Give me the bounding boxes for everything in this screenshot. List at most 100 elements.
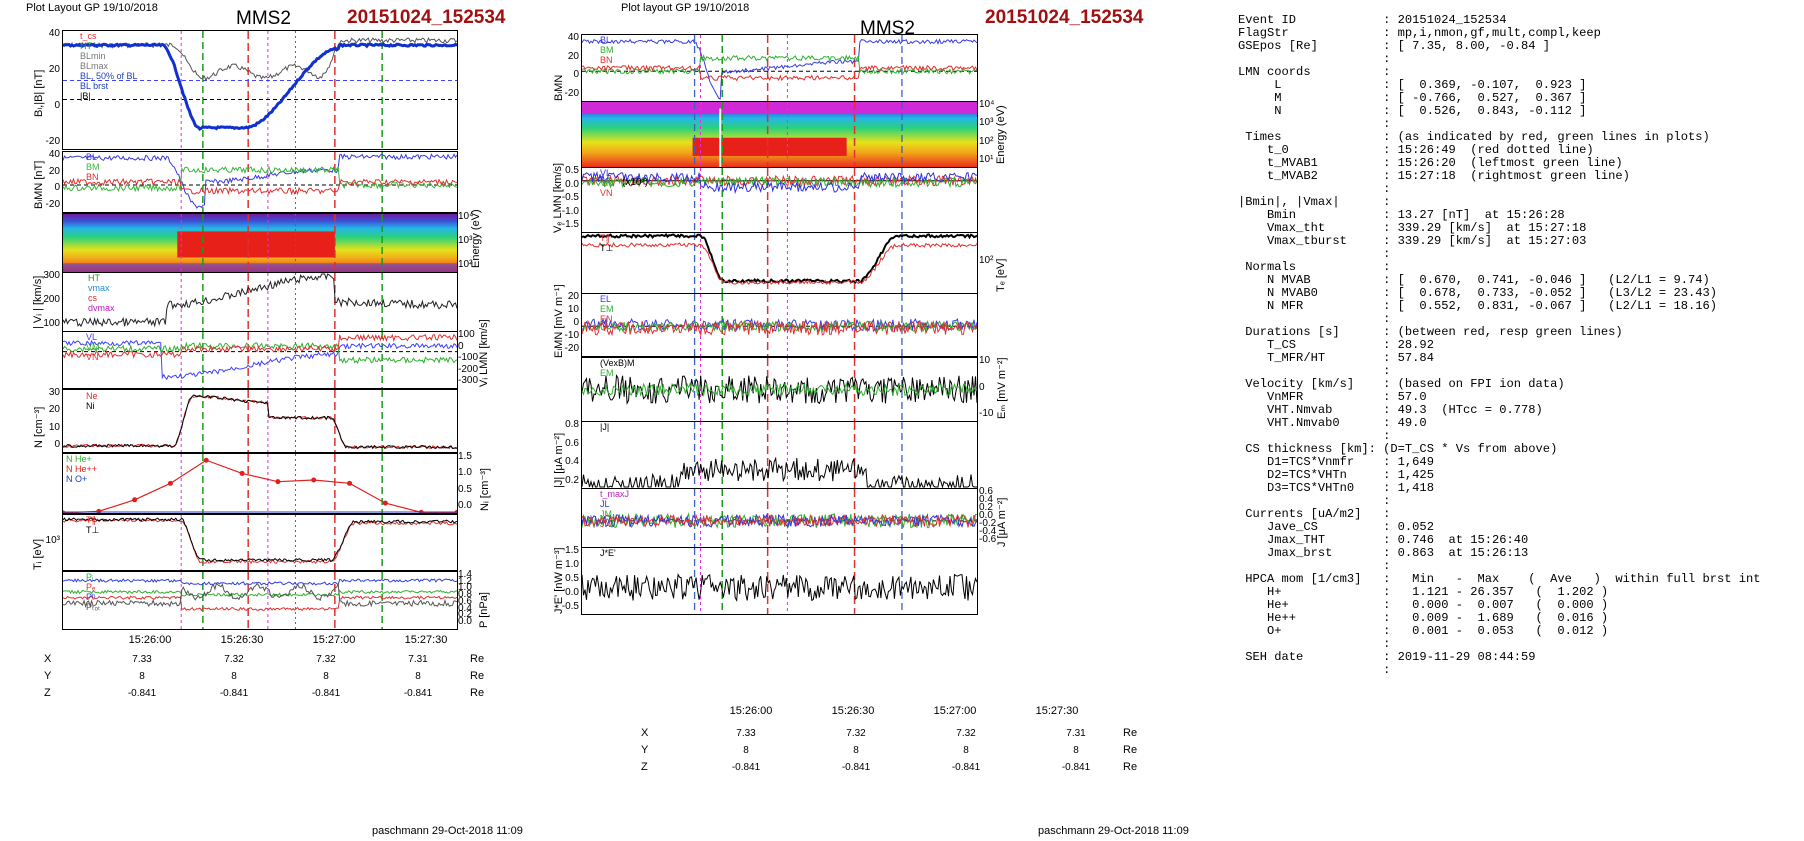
em-line — [582, 319, 977, 333]
left-panel-9 — [62, 571, 458, 630]
middle-legend-entry: VM — [600, 178, 614, 188]
left-ytick: 10³ — [458, 235, 473, 246]
left-legend-entry: Pₑ — [86, 582, 96, 592]
middle-legend-entry: T∥ — [600, 233, 610, 243]
left-coord-value: -0.841 — [311, 688, 341, 699]
middle-footer: paschmann 29-Oct-2018 11:09 — [1038, 825, 1189, 837]
info-line: : — [1238, 663, 1391, 677]
middle-ytick: 0.5 — [565, 165, 579, 176]
middle-ytick: -20 — [564, 88, 579, 99]
middle-coord-value: -0.841 — [841, 762, 871, 773]
middle-legend-entry: EL — [600, 294, 612, 304]
middle-legend-entry: JN — [600, 519, 611, 529]
middle-ytick: 20 — [567, 50, 579, 62]
left-coord-value: -0.841 — [219, 688, 249, 699]
middle-legend-entry: T⊥ — [600, 243, 614, 253]
left-panel-2 — [62, 151, 458, 213]
info-line: O+ : 0.001 - 0.053 ( 0.012 ) — [1238, 624, 1609, 638]
middle-ytick: 1.5 — [565, 545, 579, 556]
middle-legend-entry: EM — [600, 368, 614, 378]
middle-legend-entry: VN — [600, 188, 613, 198]
left-ytick: 1.0 — [458, 582, 472, 594]
vexb-line — [582, 374, 977, 406]
middle-ylabel-right: J [μA m⁻²] — [996, 497, 1008, 547]
middle-ytick: -0.5 — [561, 601, 579, 612]
middle-legend-entry: (VexB)M — [600, 358, 635, 368]
info-line: D1=TCS*Vnmfr : 1,649 — [1238, 455, 1434, 469]
left-legend-entry: N O+ — [66, 474, 88, 484]
left-panel-1 — [62, 30, 458, 150]
middle-ytick: 1.0 — [565, 559, 579, 570]
bm-line — [582, 54, 977, 75]
left-ytick: 1.5 — [458, 451, 472, 462]
left-legend-entry: BM — [86, 162, 100, 172]
left-ytick: 30 — [48, 387, 60, 398]
left-panel-5 — [62, 331, 458, 389]
middle-ytick: 0.6 — [979, 486, 993, 497]
info-line: FlagStr : mp,i,nmon,gf,mult,compl,keep — [1238, 26, 1601, 40]
info-line: : — [1238, 312, 1391, 326]
left-panel-plot — [63, 515, 457, 570]
left-coord-value: 8 — [415, 671, 421, 682]
pi-line — [63, 595, 457, 612]
left-legend-entry: BN — [86, 172, 99, 182]
middle-legend-entry: BN — [600, 55, 613, 65]
middle-coord-value: 7.31 — [1066, 728, 1086, 739]
middle-coord-value: 8 — [963, 745, 969, 756]
middle-legend-entry: t_maxJ — [600, 489, 630, 499]
t-parallel-line — [63, 518, 457, 565]
middle-panel-6 — [581, 357, 978, 422]
middle-panel-2 — [581, 101, 978, 168]
left-event-id: 20151024_152534 — [347, 7, 506, 28]
middle-ytick: -20 — [564, 343, 579, 354]
info-line: Vmax_tht : 339.29 [km/s] at 15:27:18 — [1238, 221, 1587, 235]
middle-coord-value: 8 — [1073, 745, 1079, 756]
middle-xtick: 15:27:30 — [1035, 705, 1079, 717]
info-line: D2=TCS*VHTn : 1,425 — [1238, 468, 1434, 482]
left-legend-entry: BL, 50% of BL — [80, 71, 138, 81]
ni-line — [63, 394, 457, 450]
spectrogram-low-band — [63, 263, 457, 272]
middle-coord-unit: Re — [1123, 727, 1138, 739]
middle-coord-unit: Re — [1123, 761, 1138, 773]
middle-panel-plot — [582, 233, 977, 293]
middle-ytick: 10 — [567, 304, 579, 315]
left-ytick: -20 — [45, 136, 60, 147]
left-ytick: 0.8 — [458, 589, 472, 601]
left-ytick: 0.2 — [458, 609, 472, 621]
middle-ytick: 0 — [573, 317, 579, 328]
middle-coord-label: Y — [641, 744, 649, 756]
middle-ytick: 0.4 — [979, 494, 993, 505]
info-line: |Bmin|, |Vmax| : — [1238, 195, 1391, 209]
middle-coord-value: 7.32 — [846, 728, 866, 739]
info-line: Times : (as indicated by red, green line… — [1238, 130, 1710, 144]
left-ytick: 10 — [48, 421, 60, 433]
left-ylabel-right: P [nPa] — [478, 591, 490, 628]
middle-ytick: -10 — [979, 408, 994, 419]
left-legend-entry: Pᵇ — [86, 592, 96, 602]
info-line: : — [1238, 429, 1391, 443]
info-line: Normals : — [1238, 260, 1391, 274]
middle-ytick: 10¹ — [979, 154, 994, 165]
info-line: : — [1238, 494, 1391, 508]
middle-ytick: 0.0 — [979, 510, 993, 521]
info-line: N MVAB0 : [ 0.678, 0.733, -0.052 ] (L3/L… — [1238, 286, 1717, 300]
left-coord-label: Z — [44, 687, 51, 699]
middle-xtick: 15:26:30 — [831, 705, 875, 717]
info-line: VnMFR : 57.0 — [1238, 390, 1427, 404]
he-plus-plus-line — [63, 459, 457, 513]
middle-panel-plot — [582, 294, 977, 356]
middle-ytick: 10⁴ — [979, 99, 995, 110]
left-ytick: 40 — [48, 149, 60, 160]
left-legend-entry: t_cs — [80, 31, 97, 41]
left-coord-value: 7.33 — [132, 654, 152, 665]
left-coord-value: 7.32 — [316, 654, 336, 665]
middle-coord-label: Z — [641, 761, 648, 773]
left-panel-3 — [62, 213, 458, 273]
spectrogram-hot-region — [692, 137, 847, 156]
left-ytick: 100 — [458, 329, 475, 340]
left-coord-unit: Re — [470, 653, 485, 665]
left-ytick: 0 — [54, 182, 60, 194]
left-ytick: 20 — [48, 64, 60, 75]
info-line: t_MVAB2 : 15:27:18 (rightmost green line… — [1238, 169, 1630, 183]
